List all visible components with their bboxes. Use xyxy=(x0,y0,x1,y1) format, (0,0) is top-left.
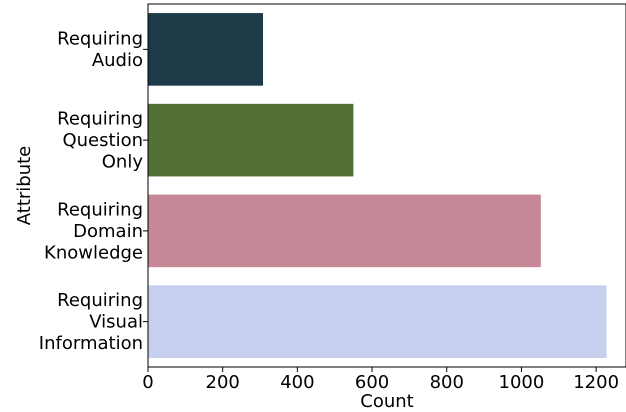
x-tick-label: 400 xyxy=(280,372,314,393)
x-tick-label: 200 xyxy=(206,372,240,393)
y-tick-label-line: Audio xyxy=(92,50,143,71)
x-tick-label: 1000 xyxy=(499,372,545,393)
y-tick-label: Requiring Question Only xyxy=(57,109,143,173)
y-tick-label: Requiring Domain Knowledge xyxy=(44,199,143,263)
x-tick-label: 0 xyxy=(142,372,153,393)
x-axis-ticks: 0 200 400 600 800 1000 1200 xyxy=(142,367,619,393)
y-tick-label-line: Requiring xyxy=(57,29,143,50)
y-tick-label-line: Requiring xyxy=(57,199,143,220)
bars-group xyxy=(148,13,607,358)
y-tick-label-line: Information xyxy=(39,333,143,354)
y-tick-label-line: Domain xyxy=(73,221,143,242)
bar-2 xyxy=(148,194,541,268)
bar-3 xyxy=(148,285,607,358)
y-tick-label-line: Requiring xyxy=(57,290,143,311)
y-tick-label-line: Question xyxy=(62,130,143,151)
y-tick-label: Requiring Audio xyxy=(57,29,143,72)
x-tick-label: 1200 xyxy=(573,372,619,393)
y-tick-label-line: Visual xyxy=(89,312,143,333)
bar-0 xyxy=(148,13,264,86)
x-axis-title: Count xyxy=(360,391,413,412)
bar-1 xyxy=(148,103,354,177)
x-tick-label: 800 xyxy=(430,372,464,393)
y-tick-label-line: Requiring xyxy=(57,109,143,130)
y-tick-label: Requiring Visual Information xyxy=(39,290,143,354)
y-tick-label-line: Only xyxy=(102,152,144,173)
x-tick-label: 600 xyxy=(355,372,389,393)
plot-frame xyxy=(147,3,626,368)
y-axis-title: Attribute xyxy=(14,146,35,225)
y-tick-label-line: Knowledge xyxy=(44,242,143,263)
